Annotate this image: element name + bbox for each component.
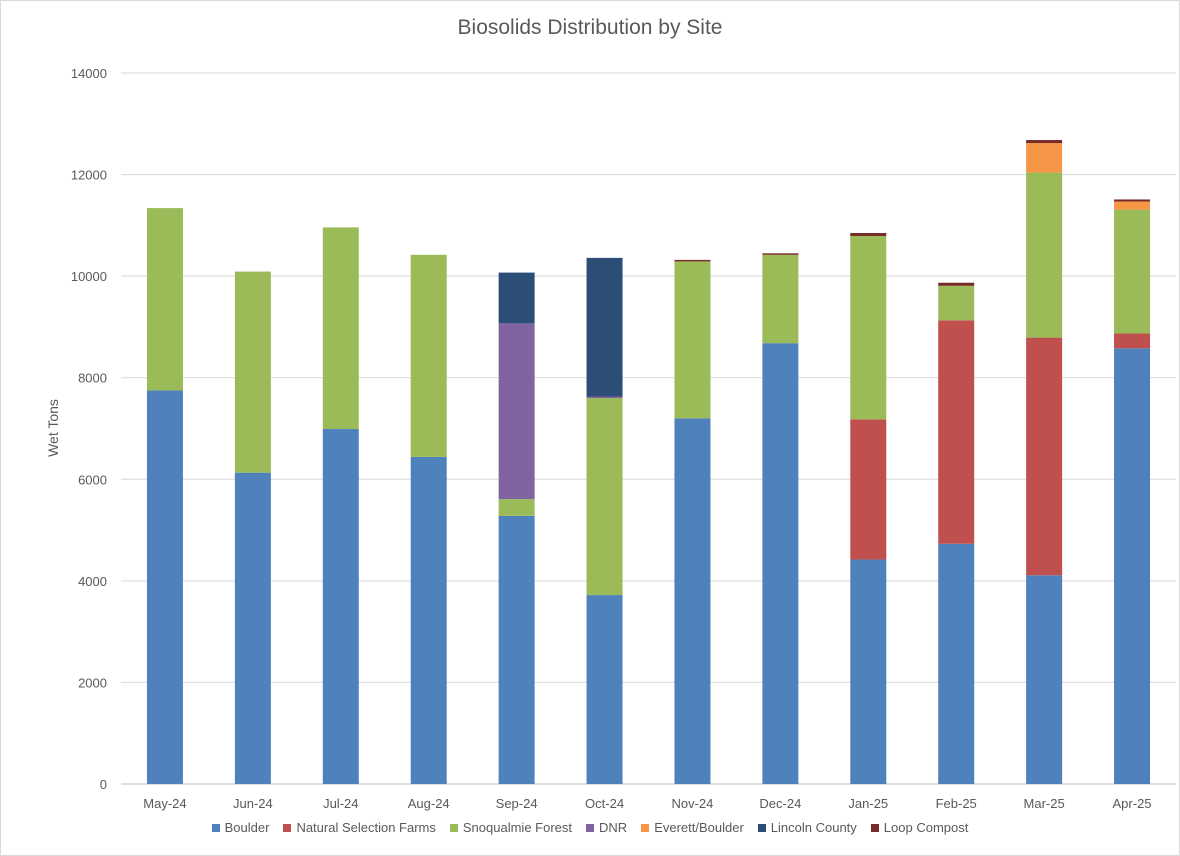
bar-segment xyxy=(146,208,183,391)
bar-segment xyxy=(938,543,975,784)
legend-swatch xyxy=(586,823,595,832)
legend-swatch xyxy=(757,823,766,832)
bar-segment xyxy=(1114,333,1151,349)
bar-segment xyxy=(938,285,975,321)
bar-segment xyxy=(586,396,623,399)
bar-segment xyxy=(586,595,623,784)
legend-label: Boulder xyxy=(224,820,270,835)
x-tick-label: Jun-24 xyxy=(233,796,273,811)
bar-segment xyxy=(762,253,799,255)
legend-item: Lincoln County xyxy=(757,820,857,835)
bar-segment xyxy=(322,429,359,784)
y-tick-label: 8000 xyxy=(78,371,107,386)
bar-segment xyxy=(586,257,623,397)
bar-segment xyxy=(1114,201,1151,210)
legend-swatch xyxy=(211,823,220,832)
legend-swatch xyxy=(870,823,879,832)
x-tick-label: Jan-25 xyxy=(848,796,888,811)
x-tick-label: Apr-25 xyxy=(1113,796,1152,811)
legend-swatch xyxy=(283,823,292,832)
legend-label: Snoqualmie Forest xyxy=(462,820,573,835)
bar-segment xyxy=(410,254,447,457)
legend-label: DNR xyxy=(599,820,628,835)
x-tick-label: Jul-24 xyxy=(323,796,358,811)
y-tick-label: 2000 xyxy=(78,675,107,690)
bar-segment xyxy=(234,472,271,784)
bar-segment xyxy=(850,419,887,560)
bar-segment xyxy=(1026,575,1063,784)
legend-item: Snoqualmie Forest xyxy=(449,820,573,835)
legend-label: Loop Compost xyxy=(883,820,969,835)
bar-segment xyxy=(498,499,535,516)
bar-segment xyxy=(1026,337,1063,576)
chart-title: Biosolids Distribution by Site xyxy=(457,16,723,39)
bar-segment xyxy=(938,320,975,544)
x-tick-label: May-24 xyxy=(143,796,186,811)
legend-item: Loop Compost xyxy=(870,820,969,835)
legend-item: Everett/Boulder xyxy=(641,820,744,835)
bar-segment xyxy=(498,272,535,324)
bar-segment xyxy=(586,398,623,596)
y-tick-label: 10000 xyxy=(71,269,107,284)
bar-segment xyxy=(146,390,183,784)
bar-segment xyxy=(674,259,711,262)
bar-segment xyxy=(1114,199,1151,202)
bar-segment xyxy=(234,271,271,473)
x-tick-label: Oct-24 xyxy=(585,796,624,811)
bar-segment xyxy=(762,254,799,344)
bar-segment xyxy=(410,456,447,784)
bar-segment xyxy=(938,282,975,286)
bar-segment xyxy=(1026,172,1063,338)
x-tick-label: Dec-24 xyxy=(759,796,801,811)
bar-segment xyxy=(674,418,711,784)
legend-item: Boulder xyxy=(211,820,270,835)
bar-segment xyxy=(850,236,887,420)
legend-swatch xyxy=(449,823,458,832)
bar-segment xyxy=(322,227,359,430)
y-tick-label: 12000 xyxy=(71,168,107,183)
legend-item: DNR xyxy=(586,820,627,835)
y-tick-label: 6000 xyxy=(78,472,107,487)
y-tick-label: 14000 xyxy=(71,66,107,81)
legend-label: Everett/Boulder xyxy=(654,820,744,835)
y-tick-label: 4000 xyxy=(78,574,107,589)
x-tick-label: Nov-24 xyxy=(671,796,713,811)
legend-swatch xyxy=(641,823,650,832)
x-tick-label: Aug-24 xyxy=(408,796,450,811)
bar-segment xyxy=(1026,143,1063,173)
y-tick-label: 0 xyxy=(100,777,107,792)
bar-segment xyxy=(850,232,887,237)
bar-segment xyxy=(498,323,535,500)
bar-segment xyxy=(1114,348,1151,784)
bar-segment xyxy=(498,515,535,784)
x-tick-label: Feb-25 xyxy=(936,796,977,811)
legend-label: Lincoln County xyxy=(770,820,857,835)
bar-segment xyxy=(674,261,711,419)
x-tick-label: Mar-25 xyxy=(1024,796,1065,811)
bar-segment xyxy=(1026,140,1063,144)
x-tick-label: Sep-24 xyxy=(496,796,538,811)
legend-label: Natural Selection Farms xyxy=(296,820,436,835)
bar-segment xyxy=(762,343,799,784)
chart-legend: Boulder Natural Selection Farms Snoqualmie… xyxy=(0,820,1180,835)
bar-segment xyxy=(1114,209,1151,334)
legend-item: Natural Selection Farms xyxy=(283,820,436,835)
bar-segment xyxy=(850,559,887,784)
